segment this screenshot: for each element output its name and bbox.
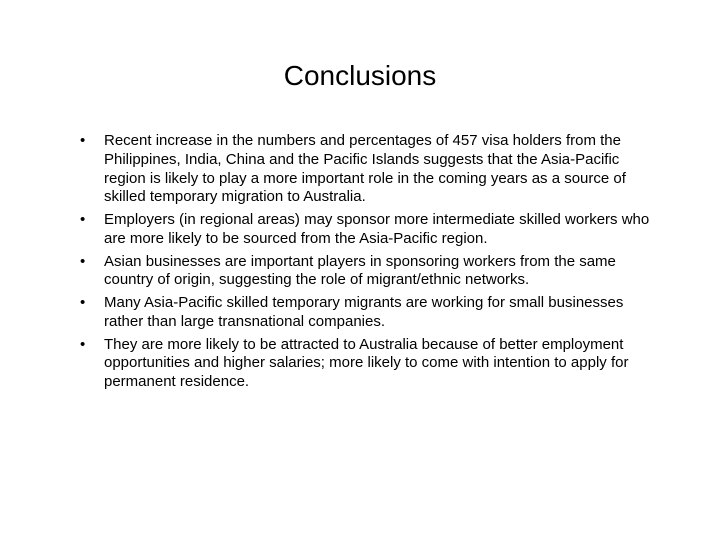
list-item: Recent increase in the numbers and perce… [80, 132, 660, 207]
list-item: They are more likely to be attracted to … [80, 336, 660, 392]
bullet-list: Recent increase in the numbers and perce… [60, 132, 660, 392]
list-item: Asian businesses are important players i… [80, 253, 660, 291]
list-item: Employers (in regional areas) may sponso… [80, 211, 660, 249]
slide-title: Conclusions [60, 60, 660, 92]
list-item: Many Asia-Pacific skilled temporary migr… [80, 294, 660, 332]
